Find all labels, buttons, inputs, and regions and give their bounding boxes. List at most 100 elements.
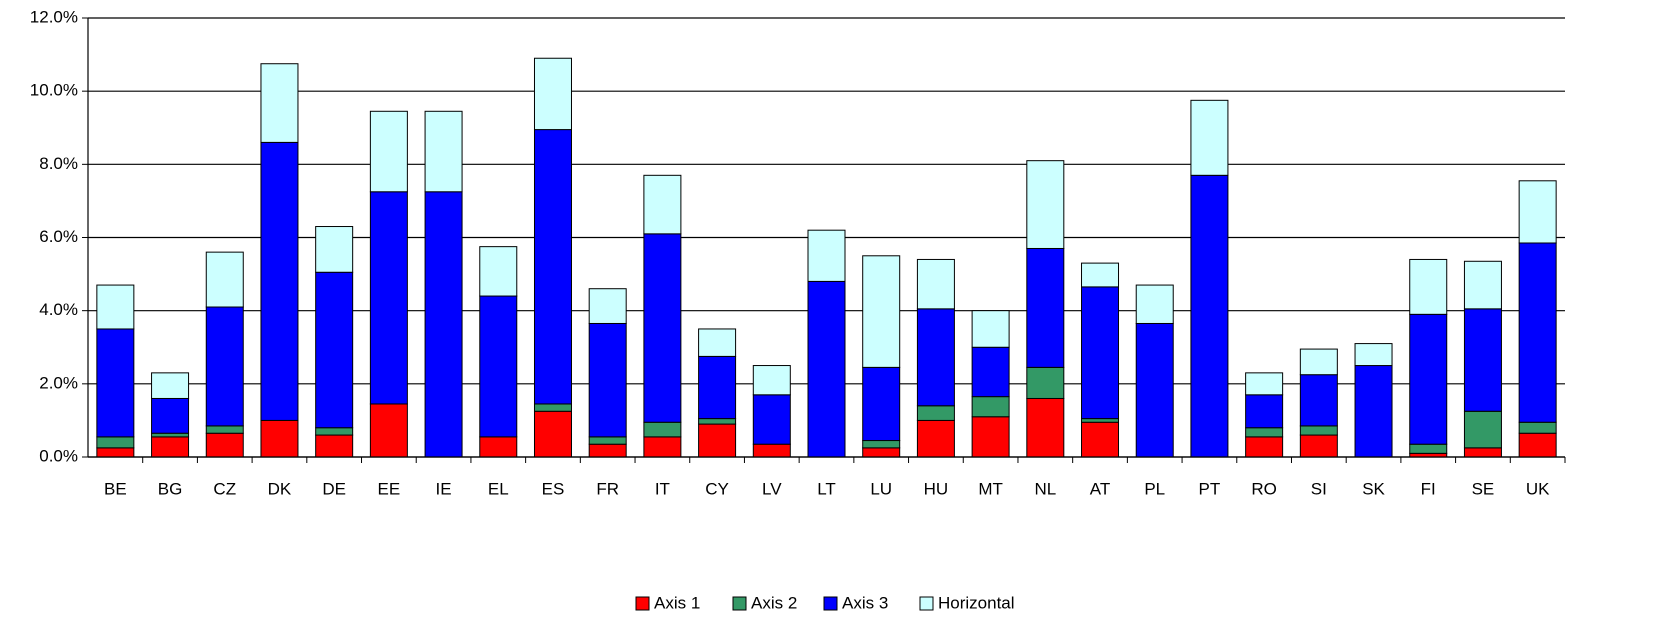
bar-segment (1026, 247, 1065, 368)
bar-segment (1026, 160, 1065, 249)
bar-segment (643, 233, 682, 423)
x-tick-label: PL (1144, 479, 1165, 498)
bar-segment (862, 255, 901, 368)
bar-segment (971, 346, 1010, 398)
bar-segment (1518, 421, 1557, 434)
bar-segment (971, 416, 1010, 458)
bar-segment (698, 328, 737, 357)
bar-segment (369, 403, 408, 458)
bar-segment (479, 295, 518, 438)
y-tick-label: 6.0% (39, 227, 78, 246)
bar-segment (588, 436, 627, 445)
bar-segment (151, 372, 190, 399)
bar-segment (643, 174, 682, 235)
bar-segment (479, 436, 518, 458)
bar-segment (1463, 260, 1502, 310)
bar-segment (1299, 374, 1338, 427)
bar-segment (1135, 284, 1174, 324)
x-tick-label: CZ (213, 479, 236, 498)
legend-swatch (823, 596, 838, 611)
x-tick-label: IE (436, 479, 452, 498)
y-tick-label: 4.0% (39, 300, 78, 319)
bar-segment (807, 229, 846, 282)
bar-segment (479, 246, 518, 297)
bar-segment (916, 308, 955, 407)
bar-segment (1409, 258, 1448, 315)
bar-segment (369, 191, 408, 405)
y-tick-label: 0.0% (39, 446, 78, 465)
x-tick-label: ES (542, 479, 565, 498)
bar-segment (424, 191, 463, 458)
bar-segment (1081, 262, 1120, 288)
x-tick-label: FR (596, 479, 619, 498)
x-tick-label: HU (924, 479, 949, 498)
bar-segment (260, 141, 299, 421)
x-tick-label: LT (817, 479, 836, 498)
bar-segment (588, 443, 627, 458)
bar-segment (807, 280, 846, 458)
bar-segment (916, 419, 955, 458)
bar-segment (916, 258, 955, 310)
bar-segment (1354, 365, 1393, 458)
bar-segment (151, 432, 190, 438)
bar-segment (369, 110, 408, 193)
bar-segment (96, 447, 135, 458)
bar-segment (698, 355, 737, 420)
bar-segment (533, 129, 572, 405)
legend-label: Horizontal (938, 593, 1015, 612)
bar-segment (1299, 425, 1338, 436)
bar-segment (643, 421, 682, 438)
bar-segment (1463, 410, 1502, 449)
bar-segment (424, 110, 463, 193)
bar-segment (916, 405, 955, 421)
bar-segment (315, 226, 354, 273)
x-tick-label: SK (1362, 479, 1385, 498)
y-tick-label: 12.0% (30, 7, 78, 26)
bar-segment (1409, 443, 1448, 454)
x-tick-label: AT (1090, 479, 1110, 498)
bar-segment (862, 366, 901, 442)
bar-segment (205, 425, 244, 434)
bar-segment (260, 63, 299, 143)
bar-segment (862, 440, 901, 449)
bar-segment (1081, 418, 1120, 423)
x-tick-label: BG (158, 479, 183, 498)
bar-segment (971, 396, 1010, 418)
bar-segment (1463, 308, 1502, 412)
x-tick-label: BE (104, 479, 127, 498)
y-tick-label: 10.0% (30, 81, 78, 100)
bar-segment (1518, 180, 1557, 244)
bar-segment (205, 306, 244, 427)
x-tick-label: EL (488, 479, 509, 498)
bar-segment (151, 397, 190, 434)
legend-swatch (635, 596, 650, 611)
bar-segment (1245, 436, 1284, 458)
x-tick-label: LU (870, 479, 892, 498)
bar-segment (752, 394, 791, 445)
x-tick-label: UK (1526, 479, 1550, 498)
bar-segment (1026, 397, 1065, 458)
bar-segment (1354, 343, 1393, 367)
y-tick-label: 2.0% (39, 373, 78, 392)
bar-segment (588, 322, 627, 438)
bar-segment (752, 365, 791, 396)
x-tick-label: EE (378, 479, 401, 498)
bar-segment (1518, 242, 1557, 423)
bar-segment (205, 432, 244, 458)
bar-segment (1299, 348, 1338, 376)
bar-segment (1245, 372, 1284, 396)
bar-segment (260, 419, 299, 458)
bar-segment (315, 427, 354, 436)
bar-segment (1245, 427, 1284, 438)
bar-segment (1463, 447, 1502, 458)
legend-swatch (732, 596, 747, 611)
bar-segment (1409, 313, 1448, 445)
x-tick-label: CY (705, 479, 729, 498)
bar-segment (533, 403, 572, 412)
bar-segment (1190, 99, 1229, 176)
bar-segment (588, 288, 627, 324)
bar-segment (96, 284, 135, 330)
bar-segment (1081, 286, 1120, 420)
x-tick-label: LV (762, 479, 782, 498)
